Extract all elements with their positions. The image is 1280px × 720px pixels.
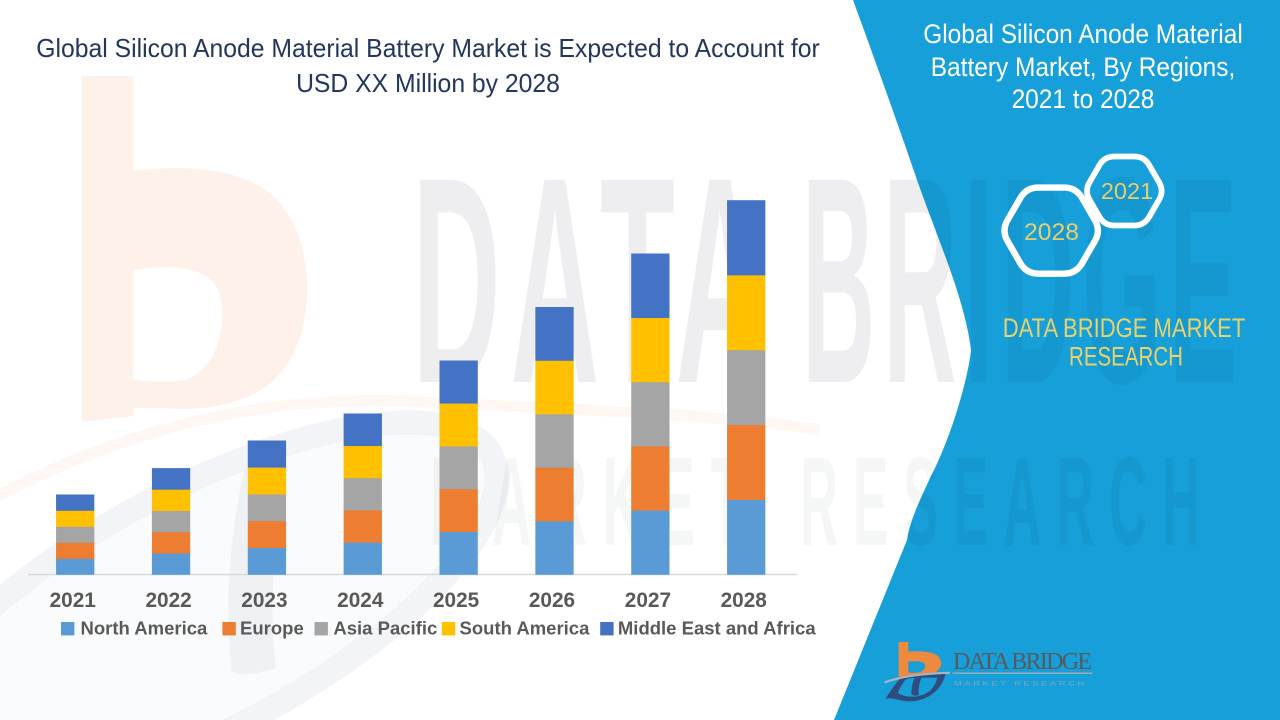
svg-text:2021: 2021 [50,589,96,612]
svg-text:2021: 2021 [1101,178,1153,204]
svg-text:MARKET: MARKET [430,431,760,572]
svg-text:2028: 2028 [1024,219,1079,246]
svg-text:2027: 2027 [625,589,671,612]
svg-text:North America: North America [81,618,209,639]
svg-text:South America: South America [460,618,591,639]
svg-text:Middle East and Africa: Middle East and Africa [618,618,816,639]
svg-text:Asia Pacific: Asia Pacific [333,618,437,639]
svg-text:DATA BRIDGE: DATA BRIDGE [953,649,1092,675]
svg-text:2022: 2022 [145,589,191,612]
svg-text:MARKET RESEARCH: MARKET RESEARCH [954,681,1087,688]
svg-text:2025: 2025 [433,589,479,612]
svg-text:2023: 2023 [241,589,287,612]
svg-text:DATA BRIDGE MARKET: DATA BRIDGE MARKET [1003,313,1246,343]
svg-text:RESEARCH: RESEARCH [1069,342,1183,372]
svg-text:2028: 2028 [721,589,767,612]
svg-text:2024: 2024 [337,589,384,612]
svg-text:2026: 2026 [529,589,575,612]
svg-text:Europe: Europe [240,618,304,639]
